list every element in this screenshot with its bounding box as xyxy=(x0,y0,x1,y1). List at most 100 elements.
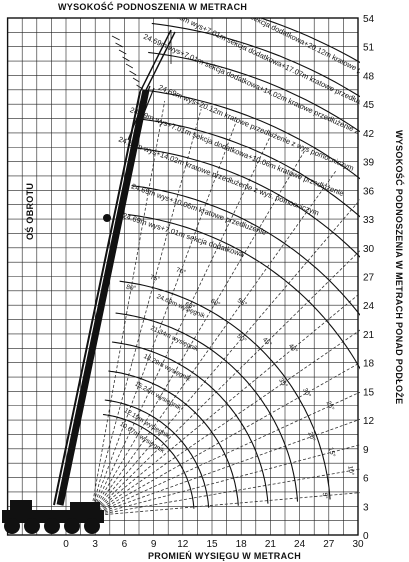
range-curve xyxy=(151,22,360,98)
angle-label: 40° xyxy=(287,342,300,355)
angle-line xyxy=(90,492,360,517)
y-tick-label: 42 xyxy=(363,129,375,140)
angle-line xyxy=(90,199,360,517)
crane-jib xyxy=(127,85,155,141)
angle-label: 60° xyxy=(209,297,222,309)
crane-wheel xyxy=(24,518,40,534)
left-axis-title: OŚ OBROTU xyxy=(24,183,35,240)
angle-line xyxy=(90,468,360,517)
crane-jib xyxy=(122,56,130,62)
crane-jib xyxy=(125,63,134,69)
angle-line xyxy=(90,418,360,517)
angle-line xyxy=(90,329,360,517)
x-tick-label: 0 xyxy=(63,539,69,550)
angle-line xyxy=(89,150,305,517)
crane-wheel xyxy=(4,518,20,534)
angle-label: 15° xyxy=(327,446,337,458)
angle-line xyxy=(90,292,360,517)
range-curve xyxy=(111,341,269,504)
crane-jib xyxy=(118,49,127,55)
right-axis-title: WYSOKOŚĆ PODNOSZENIA W METRACH PONAD POD… xyxy=(394,130,405,404)
crane-wheel xyxy=(84,518,100,534)
angle-label: 10° xyxy=(346,465,356,476)
crane-cab xyxy=(10,500,32,512)
top-title: WYSOKOŚĆ PODNOSZENIA W METRACH xyxy=(58,1,247,12)
bottom-title: PROMIEŃ WYSIĘGU W METRACH xyxy=(148,551,301,561)
angle-label: 55° xyxy=(236,296,249,308)
angle-line xyxy=(90,170,337,517)
crane-jib xyxy=(111,35,120,41)
y-tick-label: 6 xyxy=(363,474,369,485)
angle-label: 5° xyxy=(321,492,330,499)
crane-jib xyxy=(136,84,143,90)
crane-silhouette xyxy=(2,29,176,534)
angle-line xyxy=(90,250,360,517)
range-curve xyxy=(104,399,210,508)
y-tick-label: 12 xyxy=(363,416,375,427)
x-tick-label: 6 xyxy=(122,539,128,550)
crane-boom xyxy=(56,89,150,506)
y-tick-label: 54 xyxy=(363,14,375,25)
x-tick-label: 9 xyxy=(151,539,157,550)
y-tick-label: 39 xyxy=(363,158,375,169)
y-tick-label: 15 xyxy=(363,387,375,398)
angle-label: 75° xyxy=(149,273,161,283)
range-curve xyxy=(259,18,360,64)
y-tick-label: 24 xyxy=(363,301,375,312)
angle-label: 20° xyxy=(306,431,317,443)
y-tick-label: 36 xyxy=(363,186,375,197)
x-tick-label: 24 xyxy=(294,539,306,550)
crane-jib xyxy=(115,42,124,48)
y-tick-label: 45 xyxy=(363,100,375,111)
plot-frame xyxy=(6,17,359,536)
angle-label: 70° xyxy=(175,266,187,277)
angle-line xyxy=(90,444,360,517)
angle-lines: 80°75°70°65° 60° 55°50° 45°40°35°30°25°20°1… xyxy=(89,100,360,517)
x-tick-label: 27 xyxy=(323,539,335,550)
y-tick-label: 18 xyxy=(363,359,375,370)
y-tick-label: 9 xyxy=(363,445,369,456)
angle-label: 35° xyxy=(277,377,289,390)
crane-cab xyxy=(70,502,100,512)
range-curve xyxy=(136,147,360,258)
angle-line xyxy=(89,108,202,516)
angle-line xyxy=(89,100,166,516)
y-tick-label: 3 xyxy=(363,502,369,513)
range-curve xyxy=(115,312,299,502)
x-tick-label: 3 xyxy=(92,539,98,550)
range-curve xyxy=(108,370,239,506)
angle-label: 65° xyxy=(184,300,197,312)
x-axis-ticks: 0 3 6 9 12 15 18 21 24 27 30 xyxy=(63,539,364,550)
x-tick-label: 15 xyxy=(206,539,218,550)
y-tick-label: 51 xyxy=(363,43,375,54)
range-curve xyxy=(139,118,360,218)
angle-label: 25° xyxy=(325,400,337,413)
y-tick-label: 48 xyxy=(363,71,375,82)
y-tick-label: 27 xyxy=(363,273,375,284)
angle-line xyxy=(90,362,360,517)
angle-line xyxy=(90,391,360,517)
range-curve xyxy=(102,413,195,509)
crane-jib xyxy=(129,70,137,76)
y-tick-label: 0 xyxy=(363,531,369,542)
range-curve xyxy=(127,214,360,370)
x-tick-label: 18 xyxy=(236,539,248,550)
crane-jib xyxy=(139,29,176,93)
x-tick-label: 21 xyxy=(265,539,277,550)
crane-boom xyxy=(53,91,141,506)
range-curve xyxy=(119,280,331,500)
angle-label: 30° xyxy=(301,387,313,400)
angle-line xyxy=(89,119,238,516)
crane-jib xyxy=(132,77,140,83)
crane-block xyxy=(103,214,111,222)
y-tick-label: 21 xyxy=(363,330,375,341)
angle-line xyxy=(89,133,272,517)
angle-label: 80° xyxy=(126,283,137,293)
crane-wheel xyxy=(64,518,80,534)
range-curve xyxy=(148,51,360,133)
crane-wheel xyxy=(44,518,60,534)
x-tick-label: 12 xyxy=(177,539,189,550)
range-curve xyxy=(143,89,360,180)
